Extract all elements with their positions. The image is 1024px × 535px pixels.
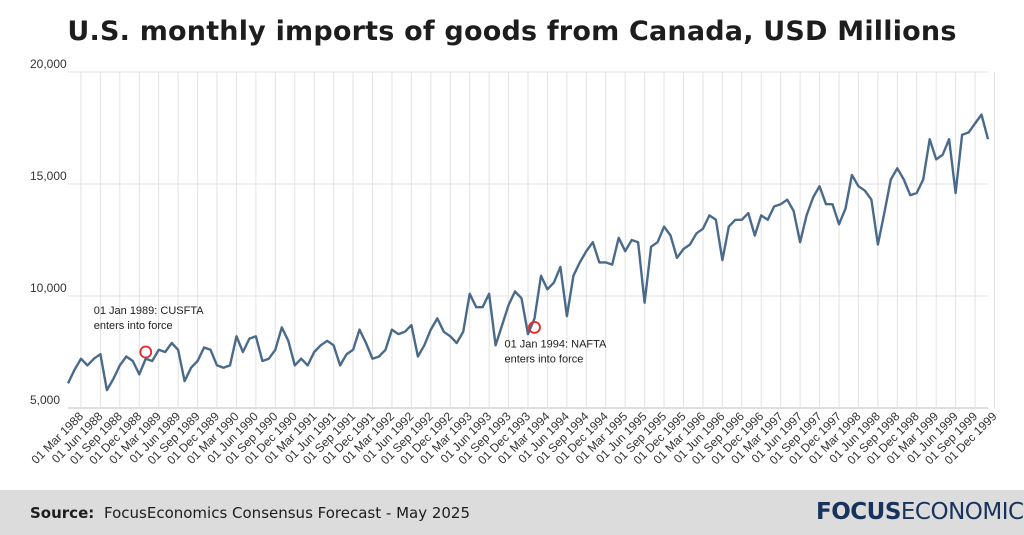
y-tick-label: 5,000	[30, 393, 60, 407]
annotation-marker	[139, 345, 153, 359]
source-text: FocusEconomics Consensus Forecast - May …	[104, 504, 471, 522]
footer-bar: Source: FocusEconomics Consensus Forecas…	[0, 490, 1024, 535]
annotations: 01 Jan 1989: CUSFTA enters into force 01 J…	[94, 305, 607, 365]
focuseconomics-logo: FOCUSECONOMICS	[816, 499, 1024, 525]
annotation-label-line2: enters into force	[94, 320, 173, 332]
annotation-label-line1: 01 Jan 1994: NAFTA	[504, 338, 607, 350]
chart-title: U.S. monthly imports of goods from Canad…	[67, 16, 957, 47]
annotation-label-line2: enters into force	[504, 353, 583, 365]
logo-bold-text: FOCUS	[816, 499, 901, 525]
logo-regular-text: ECONOMICS	[900, 499, 1024, 525]
y-tick-label: 15,000	[30, 169, 67, 183]
y-axis-ticks: 5,000 10,000 15,000 20,000	[30, 57, 67, 407]
annotation-label-line1: 01 Jan 1989: CUSFTA	[94, 305, 205, 317]
y-tick-label: 10,000	[30, 281, 67, 295]
annotation-marker	[528, 320, 541, 334]
y-tick-label: 20,000	[30, 57, 67, 71]
series-line-layer	[66, 113, 990, 392]
series-line	[66, 113, 990, 392]
source-label: Source:	[30, 504, 95, 522]
